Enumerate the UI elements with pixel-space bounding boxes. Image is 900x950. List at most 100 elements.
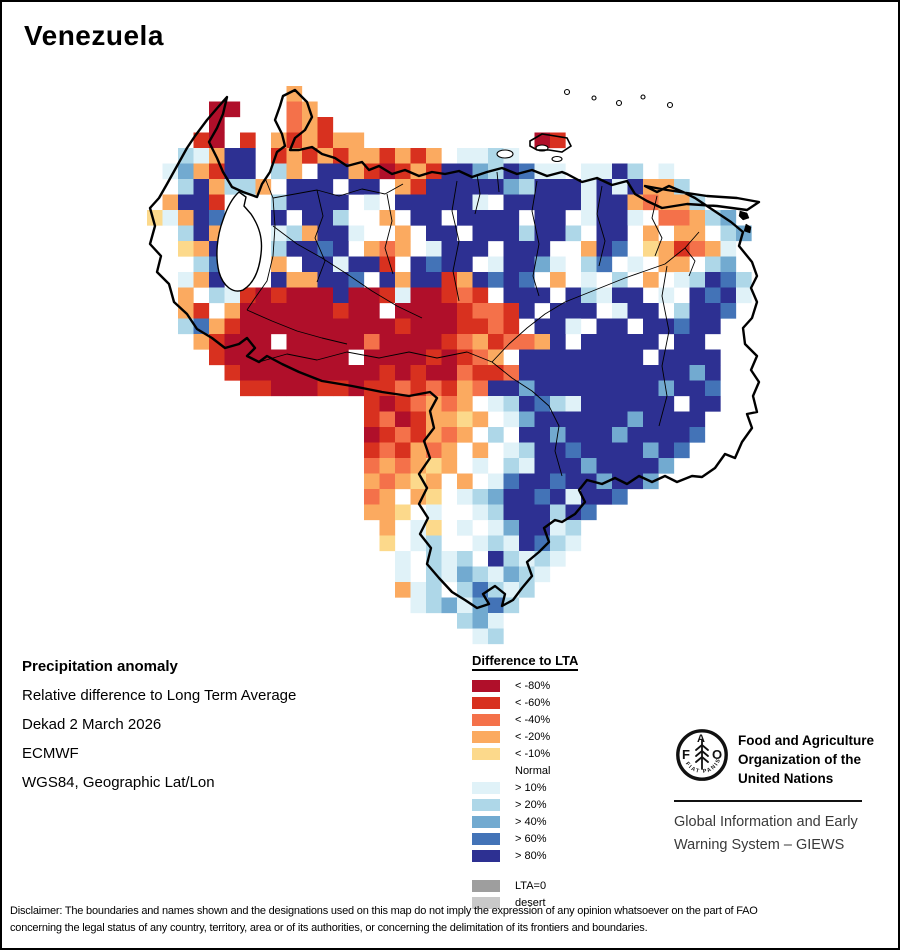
grid-cell — [565, 473, 582, 490]
grid-cell — [286, 303, 303, 319]
grid-cell — [565, 411, 582, 428]
grid-cell — [472, 566, 489, 583]
grid-cell — [565, 303, 582, 319]
grid-cell — [426, 504, 442, 521]
grid-cell — [364, 489, 380, 505]
grid-cell — [395, 411, 411, 428]
grid-cell — [426, 303, 442, 319]
grid-cell — [550, 225, 566, 242]
grid-cell — [224, 303, 241, 319]
grid-cell — [395, 318, 411, 335]
grid-cell — [519, 427, 535, 443]
grid-cell — [627, 380, 644, 397]
grid-cell — [519, 225, 535, 242]
grid-cell — [379, 396, 396, 412]
grid-cell — [736, 287, 752, 304]
info-line-source: ECMWF — [22, 745, 79, 762]
grid-cell — [674, 411, 690, 428]
disclaimer: Disclaimer: The boundaries and names sho… — [10, 903, 894, 936]
grid-cell — [503, 318, 520, 335]
grid-cell — [643, 334, 659, 350]
grid-cell — [457, 210, 473, 226]
grid-cell — [364, 241, 380, 257]
grid-cell — [472, 241, 489, 257]
grid-cell — [426, 318, 442, 335]
grid-cell — [550, 504, 566, 521]
grid-cell — [534, 427, 551, 443]
grid-cell — [519, 194, 535, 211]
grid-cell — [255, 365, 272, 381]
grid-cell — [286, 194, 303, 211]
grid-cell — [410, 582, 427, 598]
grid-cell — [550, 489, 566, 505]
grid-cell — [426, 272, 442, 288]
grid-cell — [348, 148, 365, 164]
grid-cell — [534, 473, 551, 490]
grid-cell — [302, 210, 318, 226]
grid-cell — [503, 566, 520, 583]
grid-cell — [426, 597, 442, 614]
grid-cell — [333, 194, 349, 211]
grid-cell — [379, 148, 396, 164]
grid-cell — [395, 272, 411, 288]
grid-cell — [457, 380, 473, 397]
grid-cell — [612, 489, 628, 505]
legend-item: > 20% — [472, 796, 662, 813]
grid-cell — [255, 287, 272, 304]
grid-cell — [581, 241, 597, 257]
grid-cell — [426, 489, 442, 505]
grid-cell — [596, 473, 613, 490]
grid-cell — [643, 427, 659, 443]
legend-item: < -60% — [472, 694, 662, 711]
grid-cell — [379, 442, 396, 459]
grid-cell — [705, 241, 721, 257]
grid-cell — [224, 318, 241, 335]
grid-cell — [488, 597, 504, 614]
grid-cell — [457, 148, 473, 164]
legend-swatch — [472, 764, 500, 777]
grid-cell — [348, 334, 365, 350]
grid-cell — [441, 566, 458, 583]
grid-cell — [705, 287, 721, 304]
grid-cell — [395, 179, 411, 195]
grid-cell — [550, 380, 566, 397]
grid-cell — [534, 194, 551, 211]
country-border — [148, 88, 761, 610]
grid-cell — [410, 179, 427, 195]
grid-cell — [426, 473, 442, 490]
grid-cell — [333, 365, 349, 381]
legend-swatch — [472, 730, 500, 743]
grid-cell — [255, 334, 272, 350]
grid-cell — [333, 210, 349, 226]
grid-cell — [581, 334, 597, 350]
grid-cell — [658, 427, 675, 443]
grid-cell — [596, 256, 613, 273]
grid-cell — [302, 349, 318, 366]
grid-cell — [550, 210, 566, 226]
grid-cell — [534, 442, 551, 459]
grid-cell — [565, 179, 582, 195]
grid-cell — [395, 349, 411, 366]
grid-cell — [240, 318, 256, 335]
grid-cell — [286, 318, 303, 335]
grid-cell — [410, 148, 427, 164]
grid-cell — [410, 597, 427, 614]
grid-cell — [720, 272, 737, 288]
grid-cell — [333, 349, 349, 366]
grid-cell — [519, 272, 535, 288]
grid-cell — [519, 365, 535, 381]
legend-item: Normal — [472, 762, 662, 779]
grid-cell — [395, 582, 411, 598]
grid-cell — [658, 163, 675, 180]
fao-org-name: Food and Agriculture Organization of the… — [738, 733, 874, 786]
legend-item: > 40% — [472, 813, 662, 830]
legend-swatch — [472, 849, 500, 862]
legend-label: desert — [515, 896, 546, 909]
grid-cell — [472, 287, 489, 304]
grid-cell — [488, 179, 504, 195]
grid-cell — [488, 210, 504, 226]
grid-cell — [612, 396, 628, 412]
grid-cell — [534, 458, 551, 474]
grid-cell — [457, 349, 473, 366]
grid-cell — [503, 551, 520, 567]
